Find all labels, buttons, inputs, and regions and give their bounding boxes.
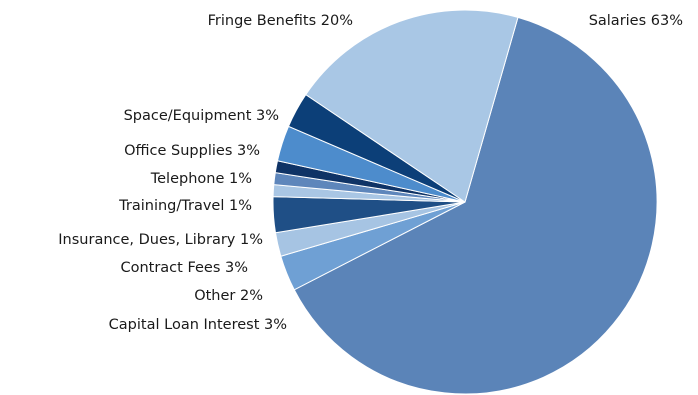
pie-labels: Salaries 63% Capital Loan Interest 3% Othe… [58,13,683,333]
pie-slice [293,16,658,395]
slice-label: Contract Fees 3% [120,260,248,276]
slice-label: Training/Travel 1% [118,198,252,214]
slice-label: Fringe Benefits 20% [208,13,353,29]
slice-label: Other 2% [194,288,263,304]
slice-label: Telephone 1% [150,171,252,187]
slice-label: Insurance, Dues, Library 1% [58,232,263,248]
slice-label: Office Supplies 3% [124,143,260,159]
slice-label: Salaries 63% [589,13,683,29]
pie-slices [272,9,658,395]
slice-label: Space/Equipment 3% [124,108,279,124]
pie-slice [305,9,519,203]
slice-label: Capital Loan Interest 3% [109,317,287,333]
